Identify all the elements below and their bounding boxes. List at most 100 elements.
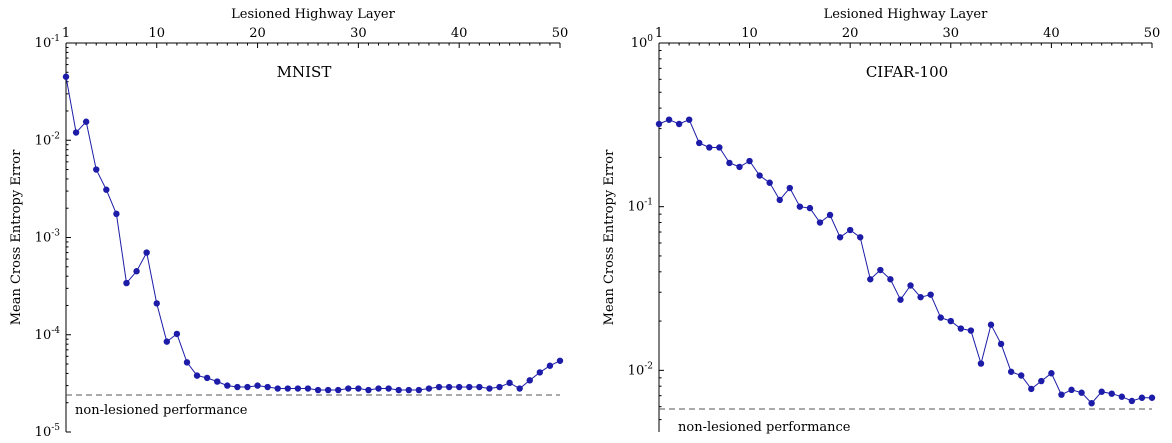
data-point [173, 330, 181, 338]
data-point [405, 386, 412, 394]
y-axis-label: Mean Cross Entropy Error [9, 149, 24, 325]
y-tick-base: 10 [35, 328, 52, 343]
x-tick-label: 40 [1043, 26, 1060, 41]
data-point [385, 385, 392, 392]
data-point [786, 184, 793, 192]
x-axis-label: Lesioned Highway Layer [231, 7, 395, 22]
data-point [1007, 368, 1015, 375]
data-point [696, 139, 703, 147]
data-point [62, 73, 70, 80]
data-point [746, 157, 753, 165]
data-point [82, 118, 90, 125]
baseline-label: non-lesioned performance [678, 420, 851, 435]
data-point [1148, 394, 1156, 401]
data-point [455, 383, 463, 391]
y-tick-label: 10-2 [628, 361, 653, 378]
data-point [516, 385, 523, 392]
y-tick-base: 10 [35, 425, 52, 440]
data-point [685, 116, 693, 123]
x-tick-label: 10 [148, 26, 165, 41]
y-tick-exponent: -2 [644, 361, 653, 371]
data-point [1018, 372, 1025, 379]
data-point [897, 296, 904, 303]
data-point [345, 385, 352, 392]
chart-title: MNIST [277, 63, 332, 81]
data-point [917, 293, 924, 301]
data-point [143, 249, 150, 256]
data-point [284, 385, 291, 392]
y-axis-label: Mean Cross Entropy Error [602, 149, 617, 325]
data-point [937, 314, 944, 321]
y-tick-exponent: -4 [51, 326, 60, 336]
data-point [826, 211, 834, 219]
x-tick-label: 30 [350, 26, 367, 41]
data-point [967, 327, 975, 334]
y-tick-base: 10 [628, 363, 645, 378]
data-point [997, 340, 1005, 348]
y-tick-label: 10-1 [628, 198, 653, 215]
data-point [1118, 393, 1126, 400]
data-point [153, 300, 160, 307]
data-point [123, 279, 130, 287]
data-point [1128, 397, 1136, 405]
x-tick-label: 50 [1144, 26, 1161, 41]
x-tick-label: 30 [943, 26, 960, 41]
y-tick-exponent: -2 [51, 131, 60, 141]
data-point [1038, 377, 1045, 385]
x-tick-label: 20 [842, 26, 859, 41]
data-point [977, 360, 985, 367]
data-point [1098, 388, 1105, 395]
data-point [425, 385, 433, 392]
y-tick-exponent: -1 [51, 34, 60, 44]
data-point [766, 179, 773, 186]
data-point [796, 203, 804, 210]
baseline-label: non-lesioned performance [75, 403, 248, 418]
data-point [836, 234, 844, 241]
y-tick-exponent: 0 [647, 34, 653, 44]
y-tick-base: 10 [35, 133, 52, 148]
data-point [415, 386, 423, 394]
data-point [304, 385, 312, 392]
data-point [214, 378, 221, 385]
data-point [706, 144, 713, 151]
series-line [65, 76, 561, 391]
y-tick-label: 10-5 [35, 423, 61, 440]
chart-title: CIFAR-100 [866, 63, 948, 81]
data-point [877, 266, 884, 274]
data-point [234, 383, 241, 391]
data-point [324, 386, 332, 394]
data-point [816, 219, 824, 226]
y-tick-label: 10-4 [35, 326, 61, 343]
y-tick-base: 10 [631, 36, 648, 51]
data-point [113, 210, 120, 218]
data-point [1058, 391, 1065, 398]
data-point [496, 383, 503, 391]
data-point [546, 362, 554, 369]
y-tick-label: 10-3 [35, 229, 61, 246]
y-tick-base: 10 [35, 36, 52, 51]
data-point [506, 379, 513, 387]
data-point [365, 386, 372, 394]
data-point [1028, 385, 1035, 393]
data-point [294, 385, 302, 392]
y-tick-exponent: -3 [51, 229, 60, 239]
data-point [776, 196, 783, 204]
data-point [536, 369, 544, 376]
data-point [756, 172, 763, 179]
data-point [355, 385, 362, 392]
x-tick-label: 20 [249, 26, 266, 41]
data-point [1078, 389, 1085, 396]
data-point [72, 129, 80, 136]
data-point [1068, 386, 1075, 394]
data-point [274, 385, 281, 392]
data-point [163, 338, 171, 345]
x-tick-label: 40 [451, 26, 468, 41]
data-point [375, 385, 382, 392]
y-tick-label: 100 [631, 34, 654, 51]
x-axis-label: Lesioned Highway Layer [824, 7, 988, 22]
data-point [907, 282, 914, 289]
x-tick-label: 1 [62, 26, 70, 41]
data-point [1088, 399, 1095, 407]
data-point [526, 377, 533, 384]
data-point [857, 234, 864, 241]
